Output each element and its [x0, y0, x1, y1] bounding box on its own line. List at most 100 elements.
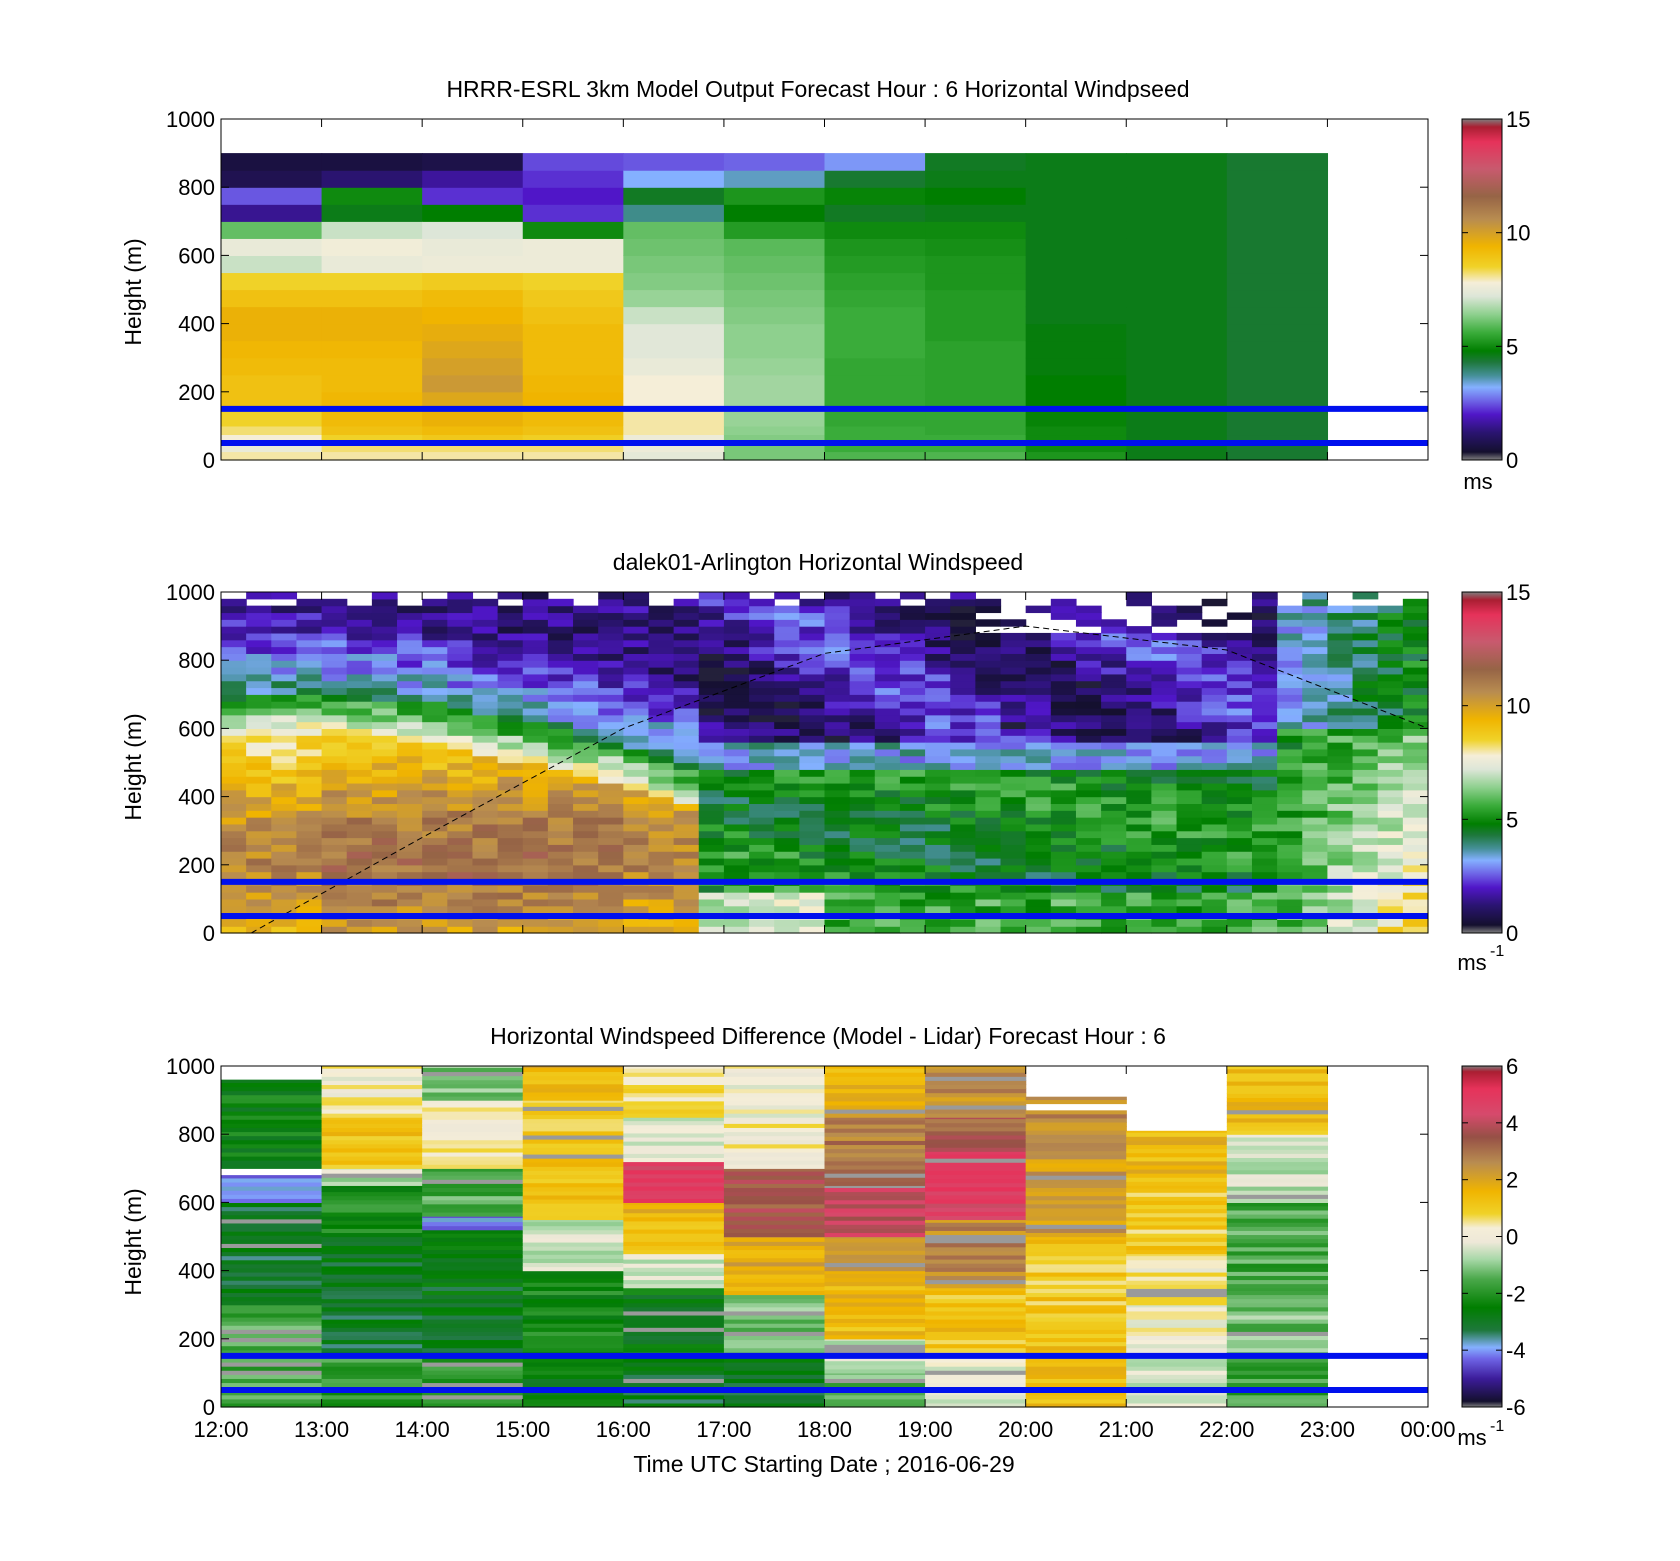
lidar-cell: [824, 742, 851, 750]
lidar-cell: [573, 714, 599, 723]
lidar-cell: [673, 762, 700, 770]
lidar-cell: [1000, 639, 1027, 648]
lidar-cell: [1251, 817, 1278, 825]
difference-cell: [723, 1224, 826, 1229]
lidar-cell: [975, 844, 1002, 852]
lidar-cell: [1126, 817, 1152, 825]
lidar-cell: [1151, 701, 1178, 709]
difference-cell: [1025, 1150, 1127, 1156]
model-cell: [925, 434, 1027, 444]
lidar-cell: [925, 612, 951, 620]
lidar-cell: [1050, 673, 1077, 682]
lidar-cell: [975, 926, 1002, 934]
lidar-cell: [1226, 776, 1253, 784]
lidar-cell: [723, 844, 750, 852]
lidar-cell: [397, 721, 423, 729]
lidar-cell: [296, 598, 323, 607]
model-cell: [623, 289, 725, 308]
lidar-cell: [673, 857, 700, 866]
lidar-cell: [874, 803, 901, 811]
difference-cell: [623, 1343, 725, 1349]
lidar-cell: [1126, 762, 1152, 770]
difference-cell: [925, 1246, 1027, 1252]
lidar-cell: [221, 707, 247, 716]
lidar-cell: [1402, 728, 1429, 736]
difference-cell: [321, 1072, 423, 1077]
lidar-cell: [1352, 810, 1379, 818]
lidar-cell: [874, 605, 901, 614]
lidar-cell: [1302, 646, 1329, 654]
lidar-cell: [975, 851, 1002, 859]
lidar-cell: [573, 905, 599, 914]
lidar-cell: [975, 857, 1002, 866]
lidar-cell: [1101, 796, 1127, 805]
difference-cell: [824, 1084, 926, 1090]
y-tick-label: 400: [178, 1259, 215, 1284]
difference-cell: [925, 1076, 1027, 1081]
lidar-cell: [648, 728, 675, 736]
difference-cell: [723, 1294, 826, 1300]
lidar-cell: [1126, 892, 1152, 900]
lidar-cell: [1302, 926, 1329, 934]
lidar-cell: [371, 782, 398, 791]
lidar-cell: [447, 667, 474, 675]
lidar-cell: [1151, 612, 1178, 620]
lidar-cell: [1226, 667, 1253, 675]
difference-cell: [221, 1231, 323, 1236]
difference-cell: [1226, 1294, 1329, 1300]
lidar-cell: [1176, 632, 1203, 641]
lidar-cell: [774, 707, 800, 716]
lidar-cell: [1251, 905, 1278, 914]
lidar-cell: [849, 844, 876, 852]
lidar-cell: [1050, 885, 1077, 893]
lidar-cell: [1251, 857, 1278, 866]
difference-cell: [321, 1357, 423, 1363]
lidar-cell: [547, 769, 574, 777]
lidar-cell: [522, 714, 549, 723]
difference-cell: [824, 1348, 926, 1354]
lidar-cell: [1352, 721, 1379, 729]
lidar-cell: [547, 789, 574, 798]
lidar-cell: [849, 639, 876, 648]
difference-cell: [321, 1261, 423, 1267]
difference-cell: [1226, 1390, 1329, 1396]
lidar-cell: [522, 776, 549, 784]
difference-cell: [221, 1259, 323, 1265]
lidar-cell: [899, 667, 926, 675]
lidar-cell: [975, 742, 1002, 750]
difference-cell: [824, 1181, 926, 1186]
lidar-cell: [824, 639, 851, 648]
lidar-cell: [1201, 707, 1228, 716]
lidar-cell: [472, 898, 499, 907]
lidar-cell: [1201, 639, 1228, 648]
model-cell: [1126, 357, 1228, 376]
lidar-cell: [246, 857, 272, 866]
lidar-cell: [799, 830, 826, 839]
lidar-cell: [673, 837, 700, 845]
difference-cell: [522, 1166, 624, 1171]
lidar-cell: [1377, 687, 1404, 695]
lidar-cell: [1377, 612, 1404, 620]
difference-cell: [1226, 1072, 1329, 1078]
lidar-cell: [1402, 817, 1429, 825]
difference-cell: [1226, 1076, 1329, 1082]
lidar-cell: [1025, 660, 1052, 668]
lidar-cell: [573, 789, 599, 798]
lidar-cell: [874, 926, 901, 934]
lidar-cell: [598, 619, 624, 627]
lidar-cell: [1000, 707, 1027, 716]
model-cell: [422, 434, 524, 444]
lidar-cell: [1377, 837, 1404, 845]
lidar-cell: [723, 639, 750, 648]
lidar-cell: [749, 885, 775, 893]
lidar-cell: [774, 694, 800, 702]
difference-cell: [1226, 1130, 1329, 1135]
lidar-cell: [849, 605, 876, 614]
difference-cell: [221, 1263, 323, 1269]
lidar-cell: [723, 823, 750, 832]
model-cell: [723, 340, 826, 359]
lidar-cell: [573, 823, 599, 832]
lidar-cell: [346, 735, 373, 743]
lidar-cell: [1251, 632, 1278, 641]
lidar-cell: [1352, 851, 1379, 859]
